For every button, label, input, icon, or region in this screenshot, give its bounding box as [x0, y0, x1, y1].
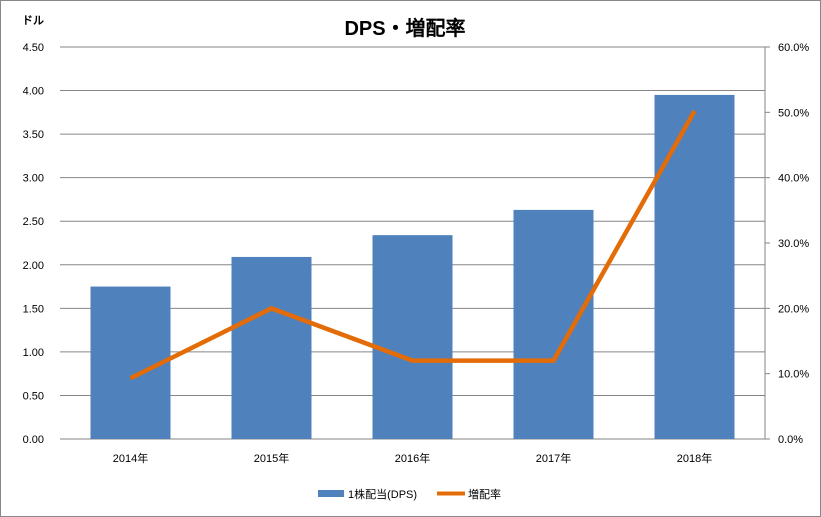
y-axis-label: ドル	[22, 14, 44, 27]
chart-title: DPS・増配率	[344, 16, 465, 40]
y-tick-label: 0.00	[23, 434, 44, 446]
y-tick-label: 4.50	[23, 42, 44, 54]
bar-2015年	[231, 256, 312, 439]
y2-tick-label: 40.0%	[778, 173, 809, 185]
y2-tick-label: 10.0%	[778, 369, 809, 381]
x-tick-label: 2017年	[536, 451, 571, 465]
y-tick-label: 2.00	[23, 260, 44, 272]
y2-tick-label: 50.0%	[778, 107, 809, 119]
y-tick-label: 3.50	[23, 129, 44, 141]
y-tick-label: 1.50	[23, 303, 44, 315]
x-tick-label: 2016年	[395, 451, 430, 465]
y2-tick-label: 0.0%	[778, 434, 803, 446]
legend: 1株配当(DPS) 増配率	[318, 487, 501, 501]
y2-tick-label: 60.0%	[778, 42, 809, 54]
x-tick-label: 2015年	[254, 451, 289, 465]
bar-2017年	[513, 209, 594, 439]
x-tick-label: 2018年	[677, 451, 712, 465]
y-tick-label: 3.00	[23, 173, 44, 185]
bar-2018年	[654, 94, 735, 440]
legend-label-bar: 1株配当(DPS)	[348, 487, 417, 501]
y-tick-label: 2.50	[23, 216, 44, 228]
legend-swatch-bar	[318, 490, 344, 497]
y-tick-label: 4.00	[23, 86, 44, 98]
bar-2016年	[372, 235, 453, 439]
y-tick-label: 0.50	[23, 390, 44, 402]
y-tick-label: 1.00	[23, 347, 44, 359]
y2-tick-label: 20.0%	[778, 303, 809, 315]
y2-tick-label: 30.0%	[778, 238, 809, 250]
x-tick-label: 2014年	[113, 451, 148, 465]
legend-label-line: 増配率	[468, 487, 501, 501]
